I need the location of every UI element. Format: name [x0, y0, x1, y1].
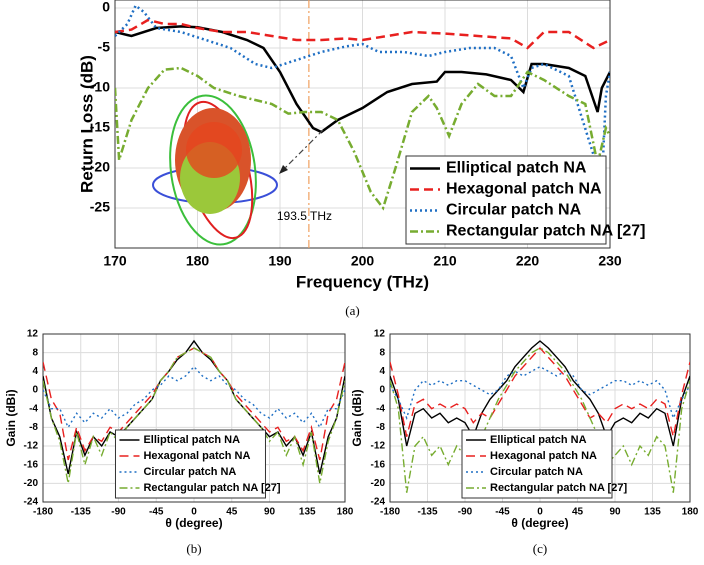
x-tick-label: 45 — [226, 507, 238, 518]
plot: 12 8 4 0 -4 -8 -12 -16 -20 -24-180 -135 -90 -45 0 45 90… — [4, 329, 354, 556]
y-tick-label: 0 — [102, 0, 110, 15]
plot-frame — [42, 333, 346, 503]
legend-box — [461, 429, 613, 499]
y-tick-label: -4 — [29, 403, 38, 414]
legend-label: Rectangular patch NA [27] — [143, 482, 280, 494]
caption: (a) — [345, 303, 359, 318]
legend-label: Elliptical patch NA — [490, 434, 587, 446]
legend-label: Elliptical patch NA — [446, 160, 587, 177]
legend-label: Rectangular patch NA [27] — [490, 482, 627, 494]
legend-box — [114, 429, 266, 499]
y-tick-label: -12 — [24, 441, 39, 452]
x-tick-label: -180 — [33, 507, 53, 518]
x-axis-label: θ (degree) — [165, 516, 222, 530]
x-tick-label: 170 — [103, 253, 127, 269]
x-tick-label: 190 — [268, 253, 292, 269]
x-tick-label: 210 — [433, 253, 457, 269]
y-tick-label: 12 — [374, 329, 386, 340]
legend-label: Circular patch NA — [446, 202, 582, 219]
x-tick-label: 135 — [644, 507, 661, 518]
y-tick-label: 0 — [32, 385, 38, 396]
x-tick-label: -135 — [417, 507, 437, 518]
legend-label: Hexagonal patch NA — [143, 450, 250, 462]
series-line — [390, 340, 690, 447]
series-line — [390, 347, 690, 493]
y-axis-label: Return Loss (dB) — [77, 55, 96, 193]
caption: (c) — [533, 541, 547, 556]
x-tick-label: 180 — [337, 507, 354, 518]
x-tick-label: -90 — [111, 507, 126, 518]
x-tick-label: 230 — [598, 253, 622, 269]
x-tick-label: 0 — [537, 507, 543, 518]
y-tick-label: -15 — [90, 119, 110, 135]
y-tick-label: -5 — [98, 39, 111, 55]
plot: 0 -5 -10 -15 -20 -25 170 180 190 200 210 220 230 193.… — [77, 0, 645, 318]
y-tick-label: -4 — [376, 403, 385, 414]
y-axis-label: Gain (dBi) — [4, 389, 18, 446]
y-tick-label: 4 — [32, 366, 38, 377]
legend-label: Rectangular patch NA [27] — [446, 223, 645, 240]
legend-label: Circular patch NA — [143, 466, 236, 478]
arrow-head — [279, 165, 288, 174]
y-tick-label: 0 — [379, 385, 385, 396]
y-tick-label: -24 — [371, 497, 386, 508]
y-tick-label: 8 — [32, 347, 38, 358]
x-tick-label: -45 — [149, 507, 164, 518]
y-tick-label: -12 — [371, 441, 386, 452]
x-tick-label: 90 — [609, 507, 621, 518]
series-line — [390, 346, 690, 437]
x-tick-label: 0 — [191, 507, 197, 518]
annotation-text: 193.5 THz — [277, 209, 332, 223]
series-line — [43, 365, 345, 429]
plot-frame — [114, 0, 611, 249]
x-tick-label: 90 — [264, 507, 276, 518]
y-tick-label: -8 — [29, 422, 38, 433]
antenna-inset — [152, 94, 278, 246]
legend: Elliptical patch NA Hexagonal patch NA Cir… — [461, 429, 627, 499]
x-tick-label: 45 — [572, 507, 584, 518]
y-tick-label: 12 — [27, 329, 39, 340]
y-tick-label: 4 — [379, 366, 385, 377]
y-tick-label: -16 — [24, 459, 39, 470]
x-tick-label: -90 — [458, 507, 473, 518]
series-line — [115, 18, 610, 50]
y-tick-label: -24 — [24, 497, 39, 508]
y-tick-label: -25 — [90, 199, 110, 215]
y-tick-label: -20 — [371, 478, 386, 489]
x-tick-label: 220 — [516, 253, 540, 269]
legend-label: Hexagonal patch NA — [490, 450, 597, 462]
legend-label: Circular patch NA — [490, 466, 583, 478]
series-line — [43, 347, 345, 484]
legend: Elliptical patch NA Hexagonal patch NA Cir… — [405, 155, 645, 245]
legend-box — [405, 155, 607, 245]
x-tick-label: -180 — [380, 507, 400, 518]
y-tick-label: -20 — [24, 478, 39, 489]
x-tick-label: 200 — [351, 253, 375, 269]
x-axis-label: θ (degree) — [511, 516, 568, 530]
x-tick-label: 180 — [682, 507, 699, 518]
y-tick-label: 8 — [379, 347, 385, 358]
y-tick-label: -8 — [376, 422, 385, 433]
x-tick-label: 180 — [186, 253, 210, 269]
plot: 12 8 4 0 -4 -8 -12 -16 -20 -24-180 -135 -90 -45 0 45 90… — [350, 329, 699, 556]
y-tick-label: -16 — [371, 459, 386, 470]
x-tick-label: 135 — [299, 507, 316, 518]
plot-frame — [389, 333, 691, 503]
x-tick-label: -45 — [495, 507, 510, 518]
legend: Elliptical patch NA Hexagonal patch NA Cir… — [114, 429, 281, 499]
x-tick-label: -135 — [71, 507, 91, 518]
y-tick-label: -10 — [90, 79, 110, 95]
x-axis-label: Frequency (THz) — [296, 272, 429, 291]
annotation-arrow — [282, 129, 324, 171]
y-axis-label: Gain (dBi) — [350, 389, 364, 446]
y-tick-label: -20 — [90, 159, 110, 175]
legend-label: Hexagonal patch NA — [446, 181, 602, 198]
legend-label: Elliptical patch NA — [143, 434, 240, 446]
caption: (b) — [186, 541, 201, 556]
series-line — [115, 66, 610, 211]
